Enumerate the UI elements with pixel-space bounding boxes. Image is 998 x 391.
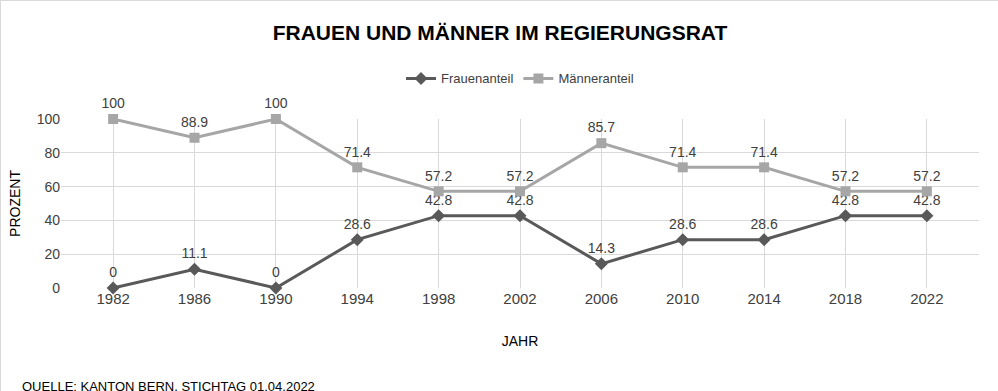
svg-text:0: 0 <box>109 264 117 280</box>
svg-text:85.7: 85.7 <box>588 119 615 135</box>
svg-text:2018: 2018 <box>829 290 862 307</box>
svg-text:1990: 1990 <box>259 290 292 307</box>
svg-text:57.2: 57.2 <box>506 168 533 184</box>
svg-text:Männeranteil: Männeranteil <box>558 71 633 86</box>
svg-text:PROZENT: PROZENT <box>7 170 23 237</box>
svg-text:0: 0 <box>272 264 280 280</box>
svg-text:88.9: 88.9 <box>181 114 208 130</box>
svg-text:2006: 2006 <box>585 290 618 307</box>
svg-text:71.4: 71.4 <box>750 144 777 160</box>
svg-text:28.6: 28.6 <box>344 216 371 232</box>
svg-text:14.3: 14.3 <box>588 240 615 256</box>
svg-text:40: 40 <box>44 212 60 228</box>
svg-text:QUELLE: KANTON BERN, STICHTAG: QUELLE: KANTON BERN, STICHTAG 01.04.2022 <box>22 379 315 391</box>
svg-text:57.2: 57.2 <box>425 168 452 184</box>
svg-text:28.6: 28.6 <box>669 216 696 232</box>
svg-text:Frauenanteil: Frauenanteil <box>441 71 513 86</box>
svg-text:1994: 1994 <box>341 290 374 307</box>
svg-text:42.8: 42.8 <box>506 192 533 208</box>
svg-text:28.6: 28.6 <box>750 216 777 232</box>
svg-text:42.8: 42.8 <box>913 192 940 208</box>
svg-text:1998: 1998 <box>422 290 455 307</box>
svg-text:2010: 2010 <box>666 290 699 307</box>
svg-text:100: 100 <box>101 95 125 111</box>
svg-text:100: 100 <box>264 95 288 111</box>
svg-text:42.8: 42.8 <box>832 192 859 208</box>
svg-text:71.4: 71.4 <box>344 144 371 160</box>
svg-text:60: 60 <box>44 179 60 195</box>
svg-text:100: 100 <box>37 111 61 127</box>
svg-text:1986: 1986 <box>178 290 211 307</box>
svg-text:2022: 2022 <box>910 290 943 307</box>
svg-text:0: 0 <box>52 280 60 296</box>
svg-text:2002: 2002 <box>503 290 536 307</box>
svg-text:FRAUEN UND MÄNNER IM REGIERUNG: FRAUEN UND MÄNNER IM REGIERUNGSRAT <box>273 21 728 44</box>
svg-text:20: 20 <box>44 246 60 262</box>
svg-text:80: 80 <box>44 145 60 161</box>
svg-text:57.2: 57.2 <box>913 168 940 184</box>
svg-text:42.8: 42.8 <box>425 192 452 208</box>
svg-text:JAHR: JAHR <box>502 333 539 349</box>
svg-text:2014: 2014 <box>747 290 780 307</box>
svg-text:71.4: 71.4 <box>669 144 696 160</box>
svg-text:57.2: 57.2 <box>832 168 859 184</box>
svg-text:1982: 1982 <box>96 290 129 307</box>
svg-text:11.1: 11.1 <box>181 245 207 261</box>
